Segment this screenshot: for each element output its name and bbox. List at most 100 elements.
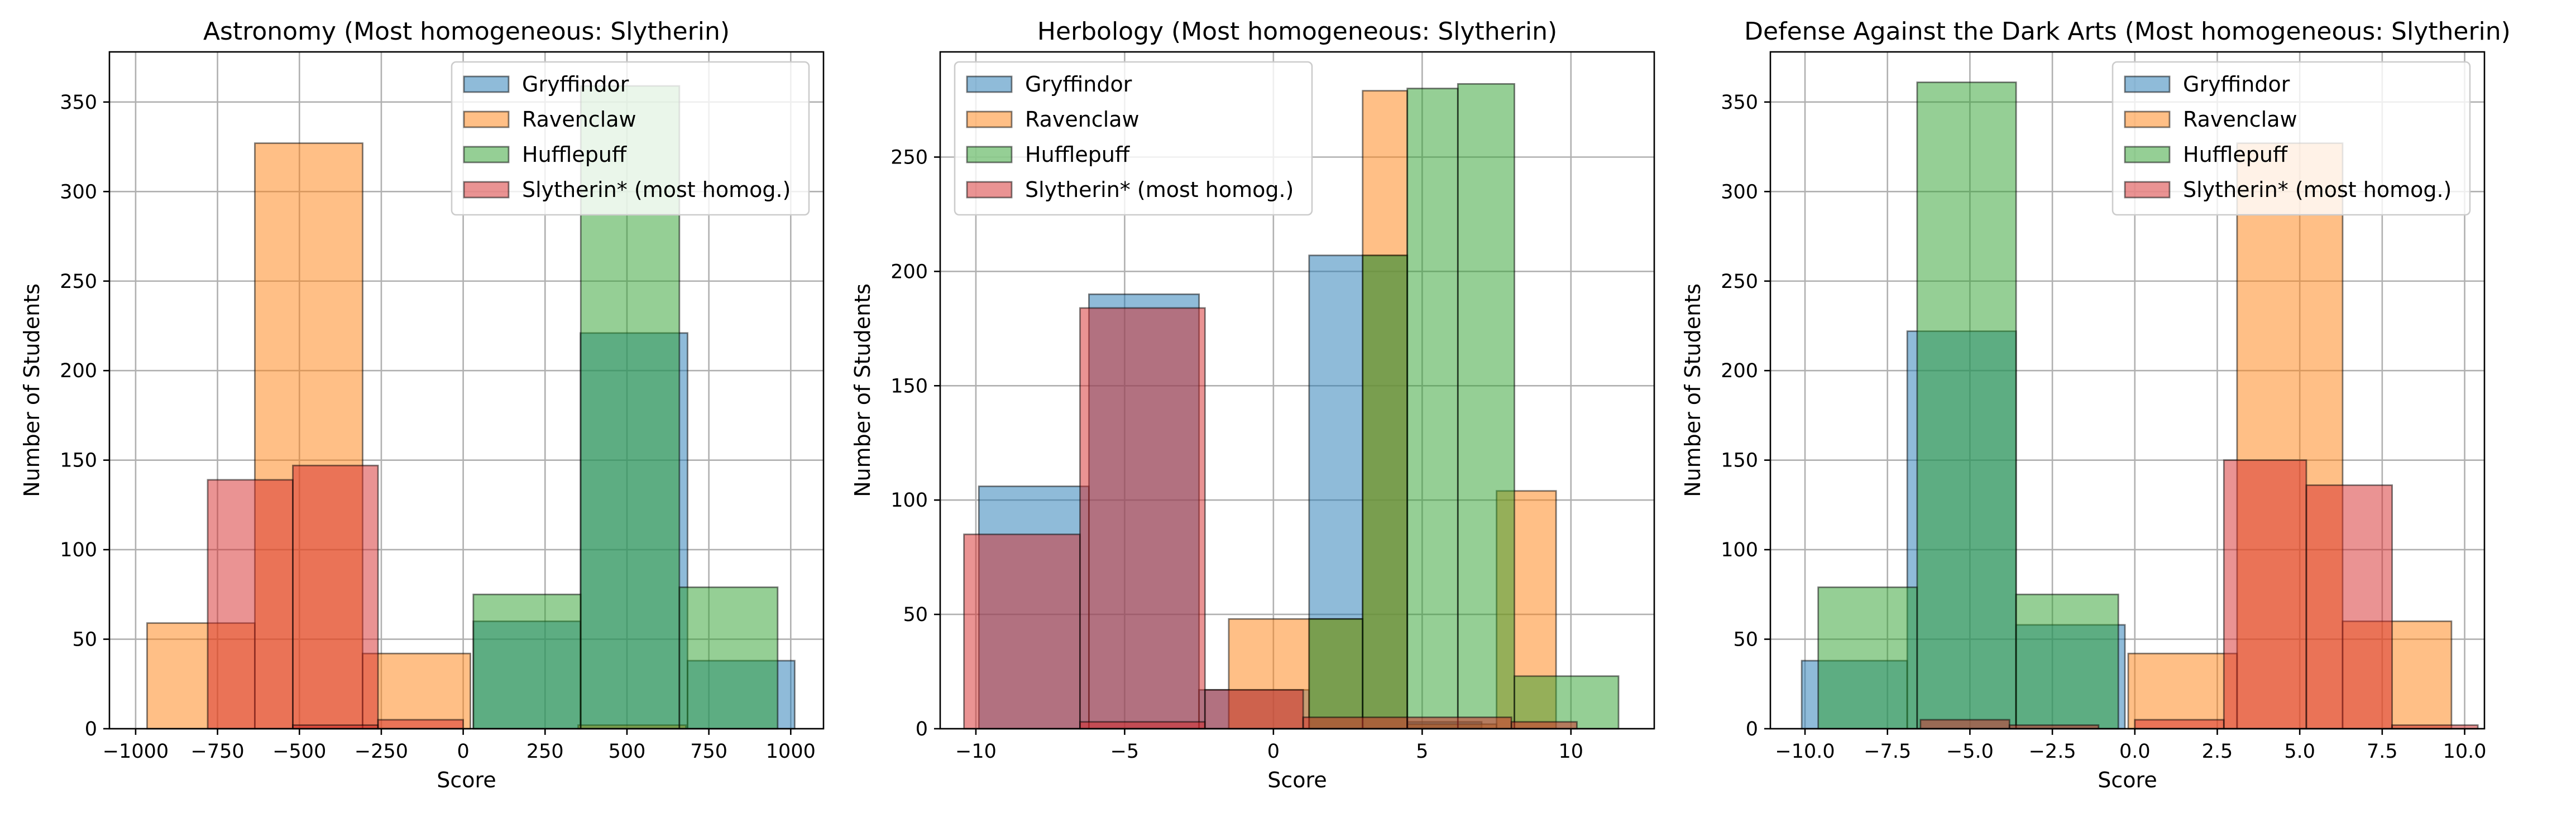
herbology-slytherin-bar: [963, 533, 1081, 730]
herbology-legend-swatch-slytherin: [966, 181, 1013, 199]
astronomy-x-tick-label: −250: [355, 740, 408, 763]
defense-y-axis-label: Number of Students: [1680, 283, 1705, 497]
herbology-slytherin-bar: [1204, 689, 1304, 730]
defense-axes-frame: [1769, 51, 2486, 730]
astronomy-legend-label-slytherin: Slytherin* (most homog.): [522, 177, 791, 202]
astronomy-hufflepuff-bar: [678, 586, 779, 730]
herbology-legend-swatch-ravenclaw: [966, 110, 1013, 128]
astronomy-y-tick-label: 150: [60, 450, 97, 472]
herbology-y-tick-label: 50: [903, 604, 928, 626]
defense-slytherin-bar: [2305, 484, 2393, 730]
astronomy-legend-swatch-hufflepuff: [463, 146, 510, 163]
astronomy-chart-title: Astronomy (Most homogeneous: Slytherin): [203, 17, 730, 46]
defense-dark-arts-histogram-panel: −10.0 −7.5 −5.0 −2.5 0.0 2.5 5.0 7.5 10.0 0 50 100 1…: [1680, 17, 2511, 792]
herbology-hufflepuff-bar: [1457, 83, 1515, 730]
defense-y-tick-label: 200: [1721, 360, 1758, 382]
astronomy-y-tick-label: 350: [60, 92, 97, 114]
defense-y-tick-label: 350: [1721, 92, 1758, 114]
defense-legend-swatch-gryffindor: [2124, 75, 2171, 93]
herbology-y-axis-label: Number of Students: [850, 283, 875, 497]
defense-y-tick-label: 150: [1721, 450, 1758, 472]
herbology-slytherin-bar: [1079, 721, 1206, 730]
defense-legend: Gryffindor Ravenclaw Hufflepuff Slytherin* …: [2111, 61, 2471, 216]
defense-x-tick-label: −5.0: [1946, 740, 1994, 763]
defense-y-tick-label: 250: [1721, 271, 1758, 293]
astronomy-y-tick-label: 50: [72, 629, 97, 651]
defense-y-tick-label: 300: [1721, 181, 1758, 203]
herbology-x-tick-label: 0: [1267, 740, 1280, 763]
defense-legend-swatch-ravenclaw: [2124, 110, 2171, 128]
herbology-legend-label-gryffindor: Gryffindor: [1025, 72, 1132, 97]
defense-x-axis-label: Score: [2098, 768, 2157, 792]
defense-legend-swatch-hufflepuff: [2124, 146, 2171, 163]
astronomy-hufflepuff-bar: [472, 593, 582, 730]
herbology-x-tick-label: 10: [1559, 740, 1584, 763]
herbology-hufflepuff-bar: [1514, 675, 1620, 730]
astronomy-x-tick-label: 1000: [766, 740, 816, 763]
defense-legend-label-slytherin: Slytherin* (most homog.): [2183, 177, 2451, 202]
herbology-y-tick-label: 250: [890, 147, 928, 169]
herbology-legend: Gryffindor Ravenclaw Hufflepuff Slytherin* …: [954, 61, 1313, 216]
astronomy-legend-swatch-slytherin: [463, 181, 510, 199]
defense-legend-swatch-slytherin: [2124, 181, 2171, 199]
defense-slytherin-bar: [1919, 719, 2010, 730]
defense-x-tick-label: −7.5: [1864, 740, 1911, 763]
herbology-hufflepuff-bar: [1406, 88, 1459, 730]
astronomy-legend-swatch-gryffindor: [463, 75, 510, 93]
herbology-legend-swatch-hufflepuff: [966, 146, 1013, 163]
astronomy-slytherin-bar: [292, 464, 379, 730]
herbology-x-axis-label: Score: [1267, 768, 1327, 792]
herbology-y-tick-label: 150: [890, 375, 928, 397]
defense-y-tick-label: 0: [1746, 718, 1758, 740]
defense-legend-label-gryffindor: Gryffindor: [2183, 72, 2290, 97]
defense-ravenclaw-bar: [2127, 652, 2238, 730]
herbology-hufflepuff-bar: [1308, 618, 1364, 730]
astronomy-slytherin-bar: [207, 479, 294, 730]
herbology-slytherin-bar: [1406, 716, 1512, 730]
herbology-slytherin-bar: [1510, 721, 1578, 730]
astronomy-x-tick-label: 250: [526, 740, 564, 763]
astronomy-slytherin-bar: [377, 719, 465, 730]
defense-x-tick-label: 5.0: [2284, 740, 2315, 763]
defense-legend-label-hufflepuff: Hufflepuff: [2183, 142, 2288, 167]
defense-hufflepuff-bar: [1916, 81, 2017, 730]
herbology-slytherin-bar: [1302, 716, 1409, 730]
defense-legend-label-ravenclaw: Ravenclaw: [2183, 107, 2297, 132]
astronomy-y-tick-label: 200: [60, 360, 97, 382]
astronomy-x-tick-label: 0: [457, 740, 469, 763]
astronomy-x-tick-label: −750: [191, 740, 245, 763]
herbology-legend-label-hufflepuff: Hufflepuff: [1025, 142, 1130, 167]
defense-legend-box: [2111, 61, 2471, 216]
astronomy-x-tick-label: 750: [690, 740, 727, 763]
herbology-x-tick-label: −5: [1110, 740, 1139, 763]
herbology-y-tick-label: 100: [890, 489, 928, 512]
defense-hufflepuff-bar: [1817, 586, 1918, 730]
herbology-slytherin-bar: [1079, 307, 1206, 730]
astronomy-legend-label-gryffindor: Gryffindor: [522, 72, 629, 97]
defense-x-tick-label: 2.5: [2202, 740, 2233, 763]
astronomy-histogram-panel: −1000 −750 −500 −250 0 250 500 750 1000 0 50 100 150…: [20, 17, 825, 792]
defense-x-tick-label: 0.0: [2119, 740, 2151, 763]
astronomy-legend-label-hufflepuff: Hufflepuff: [522, 142, 627, 167]
astronomy-x-tick-label: −1000: [103, 740, 169, 763]
herbology-legend-label-slytherin: Slytherin* (most homog.): [1025, 177, 1294, 202]
astronomy-legend-label-ravenclaw: Ravenclaw: [522, 107, 636, 132]
astronomy-x-tick-label: −500: [272, 740, 326, 763]
astronomy-axes-frame: [108, 51, 825, 730]
herbology-y-tick-label: 0: [916, 718, 928, 740]
defense-x-tick-label: −2.5: [2029, 740, 2076, 763]
herbology-y-tick-label: 200: [890, 261, 928, 283]
herbology-x-tick-label: 5: [1416, 740, 1428, 763]
astronomy-y-tick-label: 100: [60, 539, 97, 561]
defense-slytherin-bar: [2134, 719, 2225, 730]
defense-y-tick-label: 50: [1733, 629, 1758, 651]
herbology-axes-frame: [939, 51, 1655, 730]
defense-chart-title: Defense Against the Dark Arts (Most homo…: [1744, 17, 2511, 46]
defense-x-tick-label: −10.0: [1775, 740, 1835, 763]
defense-y-tick-label: 100: [1721, 539, 1758, 561]
astronomy-legend-box: [451, 61, 810, 216]
herbology-chart-title: Herbology (Most homogeneous: Slytherin): [1037, 17, 1557, 46]
astronomy-x-axis-label: Score: [437, 768, 496, 792]
